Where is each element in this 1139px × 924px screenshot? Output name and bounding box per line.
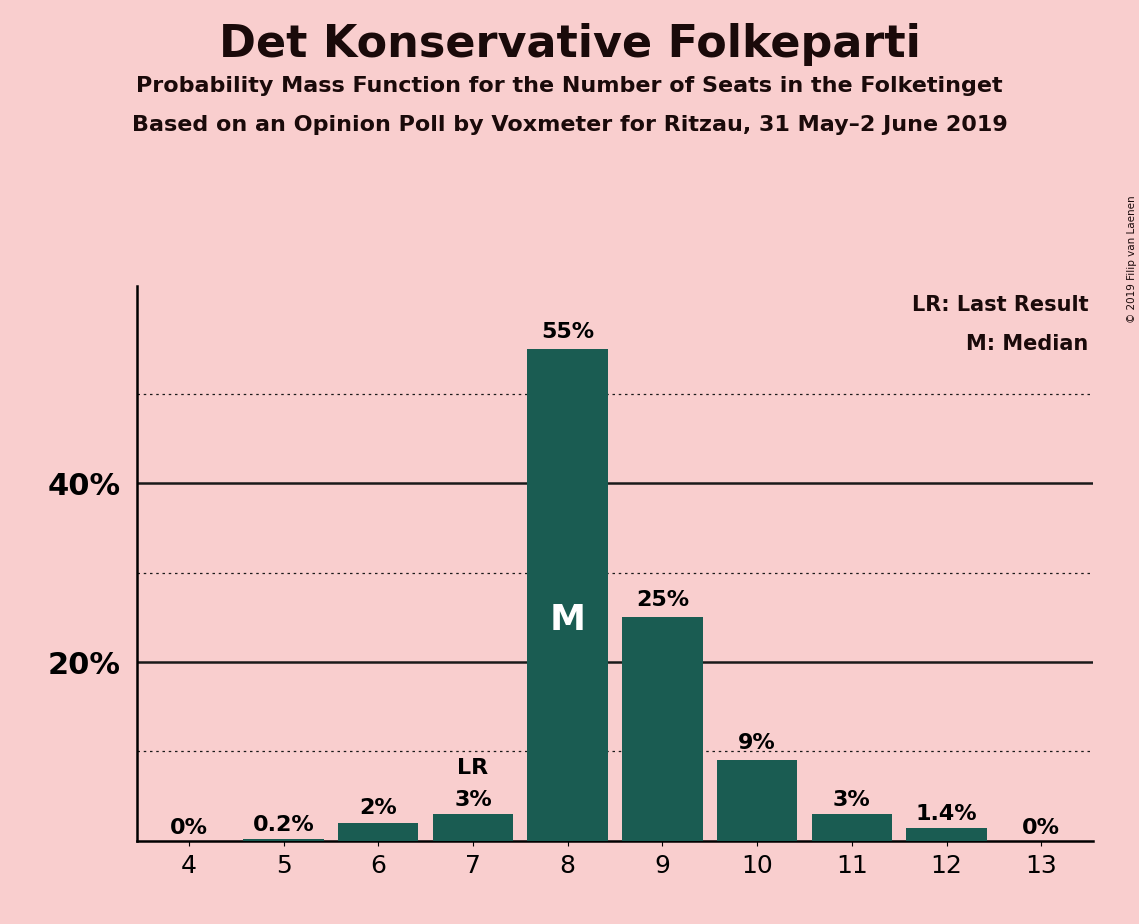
Text: 55%: 55% <box>541 322 595 342</box>
Text: M: M <box>550 602 585 637</box>
Text: LR: Last Result: LR: Last Result <box>912 295 1089 315</box>
Text: 1.4%: 1.4% <box>916 804 977 824</box>
Text: 3%: 3% <box>833 789 870 809</box>
Bar <box>907 828 986 841</box>
Text: Based on an Opinion Poll by Voxmeter for Ritzau, 31 May–2 June 2019: Based on an Opinion Poll by Voxmeter for… <box>132 115 1007 135</box>
Text: Probability Mass Function for the Number of Seats in the Folketinget: Probability Mass Function for the Number… <box>137 76 1002 96</box>
Text: 2%: 2% <box>360 798 398 819</box>
Text: 9%: 9% <box>738 734 776 753</box>
Bar <box>244 839 323 841</box>
Text: 3%: 3% <box>454 789 492 809</box>
Text: 0.2%: 0.2% <box>253 815 314 834</box>
Bar <box>716 760 797 841</box>
Text: 0%: 0% <box>1023 818 1060 838</box>
Text: 0%: 0% <box>170 818 207 838</box>
Text: M: Median: M: Median <box>966 334 1089 354</box>
Text: LR: LR <box>458 759 489 778</box>
Text: © 2019 Filip van Laenen: © 2019 Filip van Laenen <box>1128 195 1137 322</box>
Text: 25%: 25% <box>636 590 689 610</box>
Bar <box>338 823 418 841</box>
Text: Det Konservative Folkeparti: Det Konservative Folkeparti <box>219 23 920 67</box>
Bar <box>433 814 514 841</box>
Bar <box>812 814 892 841</box>
Bar <box>622 617 703 841</box>
Bar <box>527 349 608 841</box>
